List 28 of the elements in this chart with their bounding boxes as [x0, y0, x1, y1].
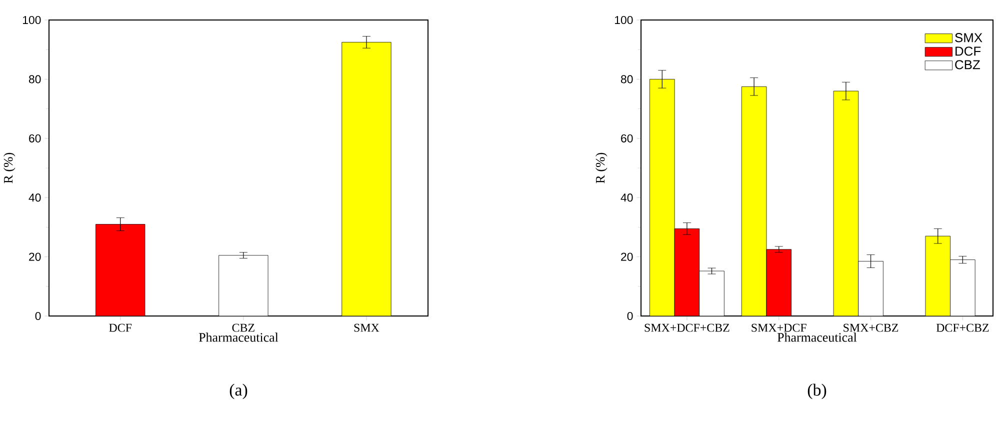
y-tick-label: 100 — [614, 16, 633, 24]
x-tick-label: DCF+CBZ — [936, 324, 989, 332]
x-axis-title: Pharmaceutical — [777, 332, 857, 342]
x-tick-label: CBZ — [232, 324, 254, 332]
y-tick-label: 60 — [29, 134, 41, 142]
x-axis-title: Pharmaceutical — [198, 332, 278, 342]
y-axis-title: R (%) — [596, 152, 608, 184]
y-tick-label: 80 — [620, 75, 633, 84]
y-tick-label: 20 — [621, 252, 633, 261]
x-tick-label: SMX — [354, 324, 380, 332]
y-tick-label: 80 — [28, 75, 41, 84]
text: (b) — [808, 384, 826, 400]
y-tick-label: 40 — [620, 194, 633, 202]
y-tick-label: 20 — [29, 252, 41, 261]
y-tick-label: 60 — [621, 134, 633, 142]
legend-label: SMX — [955, 33, 982, 42]
legend-label: DCF — [956, 46, 981, 56]
x-tick-label: SMX+DCF — [752, 324, 806, 332]
y-tick-label: 0 — [35, 312, 41, 320]
y-axis-title: R (%) — [4, 152, 16, 184]
y-tick-label: 100 — [22, 16, 41, 24]
text: (a) — [230, 384, 248, 400]
legend-label: CBZ — [955, 60, 980, 70]
x-tick-label: SMX+DCF+CBZ — [644, 324, 730, 332]
y-tick-label: 40 — [28, 194, 41, 202]
x-tick-label: DCF — [109, 324, 132, 332]
y-tick-label: 0 — [627, 312, 633, 320]
x-tick-label: SMX+CBZ — [844, 324, 898, 332]
